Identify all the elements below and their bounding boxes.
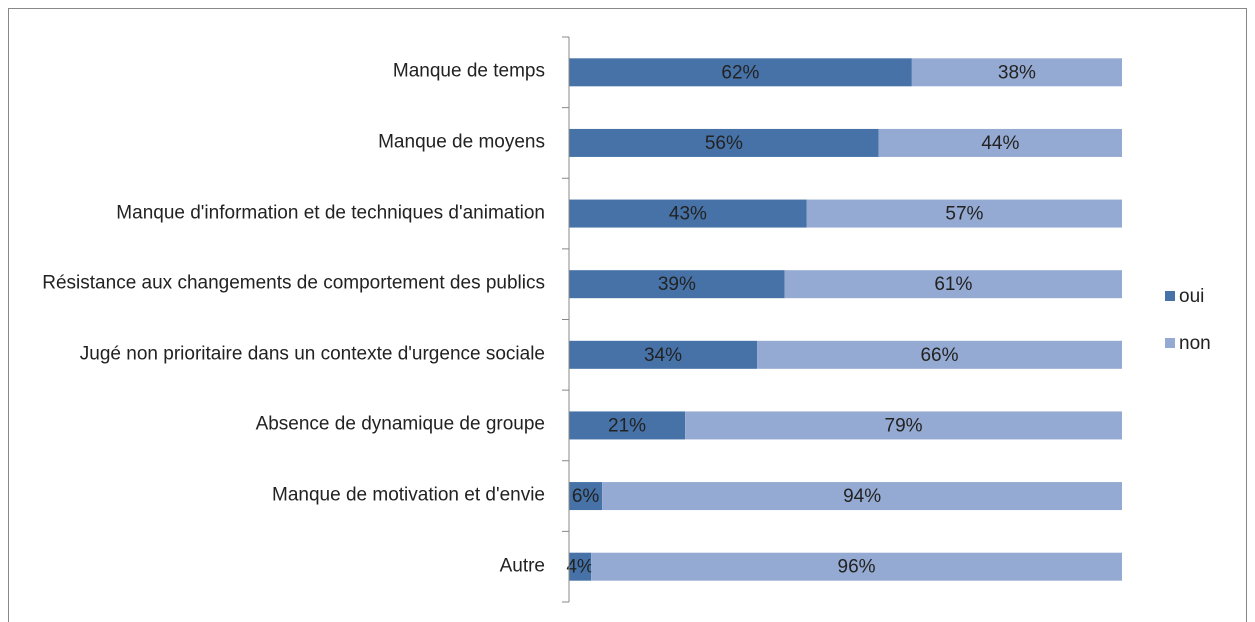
bar-segment <box>878 128 1122 157</box>
bar-segment <box>569 270 785 299</box>
data-label: 21% <box>608 415 646 436</box>
legend-swatch <box>1165 291 1175 301</box>
legend-label: oui <box>1179 286 1204 307</box>
data-label: 66% <box>920 345 958 366</box>
bar-segment <box>784 270 1122 299</box>
category-label: Absence de dynamique de groupe <box>255 414 545 436</box>
data-label: 6% <box>572 486 600 507</box>
bar-segment <box>685 411 1122 440</box>
data-label: 43% <box>669 204 707 225</box>
data-label: 57% <box>945 204 983 225</box>
category-label: Manque de moyens <box>378 131 545 153</box>
data-label: 56% <box>705 133 743 154</box>
bar-segment <box>569 411 686 440</box>
category-label: Autre <box>499 555 545 577</box>
data-label: 94% <box>843 486 881 507</box>
data-label: 44% <box>981 133 1019 154</box>
data-label: 62% <box>721 62 759 83</box>
legend-swatch <box>1165 338 1175 348</box>
bar-segment <box>602 482 1122 511</box>
bar-segment <box>569 340 758 369</box>
bar-segment <box>569 552 592 581</box>
bar-segment <box>911 58 1122 87</box>
data-label: 39% <box>658 274 696 295</box>
category-label: Manque de motivation et d'envie <box>272 484 545 506</box>
bar-segment <box>569 58 912 87</box>
bar-segment <box>757 340 1122 369</box>
data-label: 4% <box>566 557 594 578</box>
data-label: 61% <box>934 274 972 295</box>
category-label: Résistance aux changements de comporteme… <box>42 272 545 294</box>
bar-segment <box>806 199 1122 228</box>
category-label: Manque d'information et de techniques d'… <box>116 202 545 224</box>
legend-label: non <box>1179 333 1211 354</box>
bar-segment <box>569 482 603 511</box>
data-label: 96% <box>838 557 876 578</box>
data-label: 38% <box>998 62 1036 83</box>
bar-segment <box>591 552 1122 581</box>
bar-segment <box>569 128 879 157</box>
category-label: Jugé non prioritaire dans un contexte d'… <box>79 343 545 365</box>
chart-frame <box>8 8 1247 622</box>
data-label: 34% <box>644 345 682 366</box>
category-label: Manque de temps <box>392 61 545 83</box>
data-label: 79% <box>885 415 923 436</box>
bar-segment <box>569 199 807 228</box>
